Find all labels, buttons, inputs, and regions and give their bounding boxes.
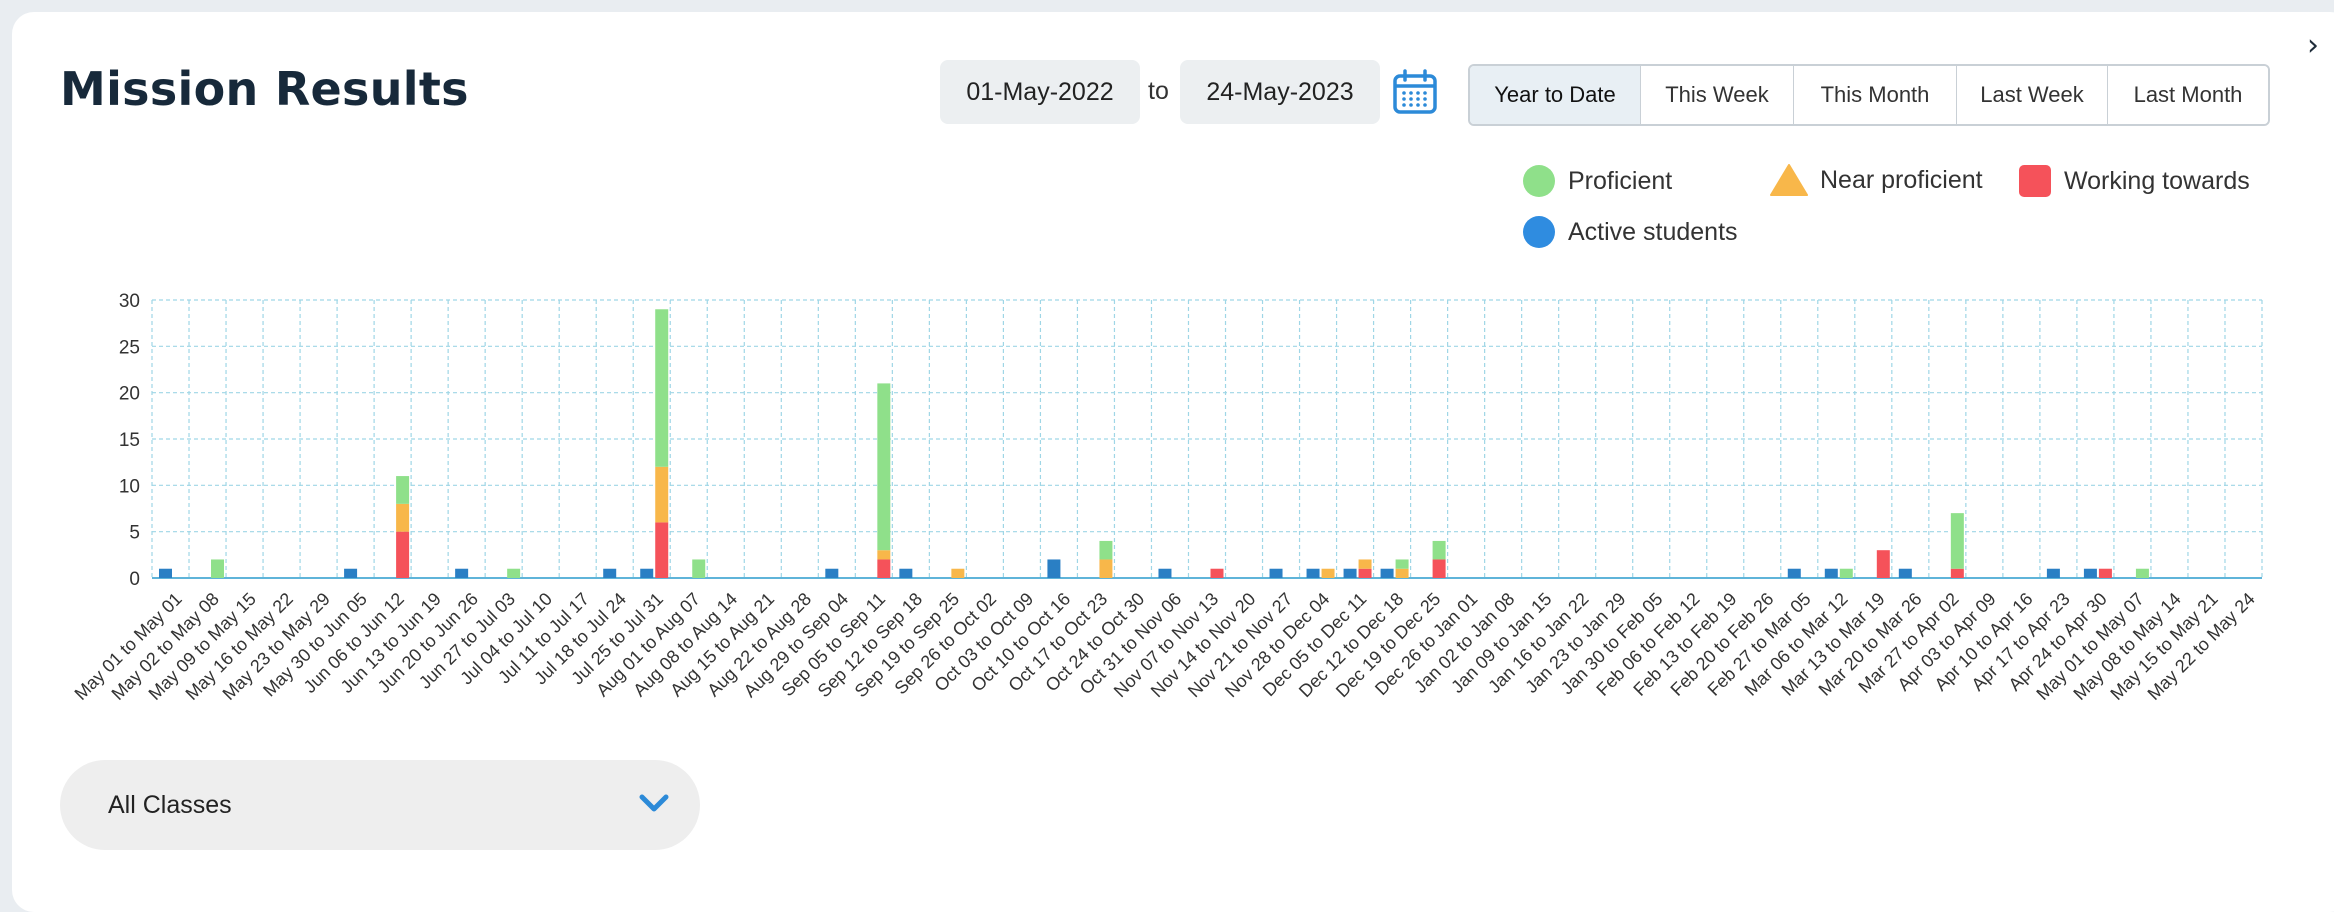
bar-active-students [344, 568, 358, 578]
bar-proficient [1395, 559, 1409, 569]
bar-working-towards [1950, 568, 1964, 578]
bar-active-students [640, 568, 654, 578]
bar-proficient [396, 476, 410, 504]
bar-proficient [1099, 540, 1113, 560]
bar-proficient [692, 559, 706, 578]
bar-near-proficient [951, 568, 965, 578]
legend-label: Proficient [1568, 166, 1673, 195]
this-month-button[interactable]: This Month [1794, 66, 1957, 124]
bar-active-students [2046, 568, 2060, 578]
class-filter-value: All Classes [108, 790, 232, 819]
near-proficient-triangle-icon [1770, 164, 1808, 196]
y-tick-label: 15 [119, 430, 140, 451]
bar-working-towards [877, 559, 891, 578]
date-range-presets: Year to Date This Week This Month Last W… [1468, 64, 2270, 126]
bar-proficient [507, 568, 521, 578]
bar-active-students [1158, 568, 1172, 578]
bar-working-towards [1876, 550, 1890, 578]
bar-active-students [1306, 568, 1320, 578]
bar-working-towards [2098, 568, 2112, 578]
bar-proficient [1950, 513, 1964, 569]
y-tick-label: 30 [119, 291, 140, 312]
legend-near-proficient: Near proficient [1770, 163, 1983, 197]
bar-active-students [899, 568, 913, 578]
page-title: Mission Results [60, 62, 469, 116]
bar-active-students [2083, 568, 2097, 578]
this-week-button[interactable]: This Week [1641, 66, 1794, 124]
legend-working-towards: Working towards [2018, 164, 2250, 198]
bar-near-proficient [877, 550, 891, 560]
proficient-circle-icon [1523, 165, 1555, 197]
bar-active-students [603, 568, 617, 578]
start-date-field[interactable]: 01-May-2022 [940, 60, 1140, 124]
y-tick-label: 25 [119, 337, 140, 358]
bar-active-students [1380, 568, 1394, 578]
bar-active-students [1047, 559, 1061, 578]
legend-proficient: Proficient [1522, 164, 1672, 198]
bar-working-towards [655, 522, 669, 578]
bar-near-proficient [1395, 568, 1409, 578]
last-week-button[interactable]: Last Week [1957, 66, 2108, 124]
bar-proficient [1839, 568, 1853, 578]
bar-near-proficient [396, 503, 410, 532]
chevron-down-icon [639, 794, 669, 812]
bar-active-students [825, 568, 839, 578]
bar-proficient [877, 383, 891, 551]
end-date-field[interactable]: 24-May-2023 [1180, 60, 1380, 124]
bar-active-students [1343, 568, 1357, 578]
bar-proficient [2135, 568, 2149, 578]
bar-working-towards [1358, 568, 1372, 578]
class-filter-select[interactable]: All Classes [60, 760, 700, 850]
date-range-to-label: to [1148, 77, 1169, 105]
calendar-icon[interactable] [1392, 68, 1438, 116]
y-tick-label: 5 [129, 523, 140, 544]
bar-working-towards [1210, 568, 1224, 578]
last-month-button[interactable]: Last Month [2108, 66, 2268, 124]
working-towards-square-icon [2019, 165, 2051, 197]
bar-near-proficient [1321, 568, 1335, 578]
bar-active-students [159, 568, 172, 578]
bar-active-students [1824, 568, 1838, 578]
chevron-right-icon[interactable]: › [2286, 18, 2334, 72]
bar-near-proficient [655, 466, 669, 523]
legend-active-students: Active students [1522, 215, 1738, 249]
y-tick-label: 20 [119, 384, 140, 405]
legend-label: Active students [1568, 217, 1738, 246]
y-tick-label: 0 [129, 569, 140, 590]
active-students-circle-icon [1523, 216, 1555, 248]
legend-label: Near proficient [1820, 165, 1983, 194]
bar-working-towards [396, 531, 410, 578]
year-to-date-button[interactable]: Year to Date [1470, 66, 1641, 124]
bar-proficient [1432, 540, 1446, 560]
legend-label: Working towards [2064, 166, 2250, 195]
bar-active-students [1898, 568, 1912, 578]
bar-near-proficient [1358, 559, 1372, 569]
bar-active-students [455, 568, 469, 578]
bar-near-proficient [1099, 559, 1113, 578]
bar-proficient [655, 309, 669, 467]
bar-active-students [1269, 568, 1283, 578]
y-tick-label: 10 [119, 476, 140, 497]
bar-working-towards [1432, 559, 1446, 578]
bar-proficient [211, 559, 225, 578]
bar-active-students [1787, 568, 1801, 578]
